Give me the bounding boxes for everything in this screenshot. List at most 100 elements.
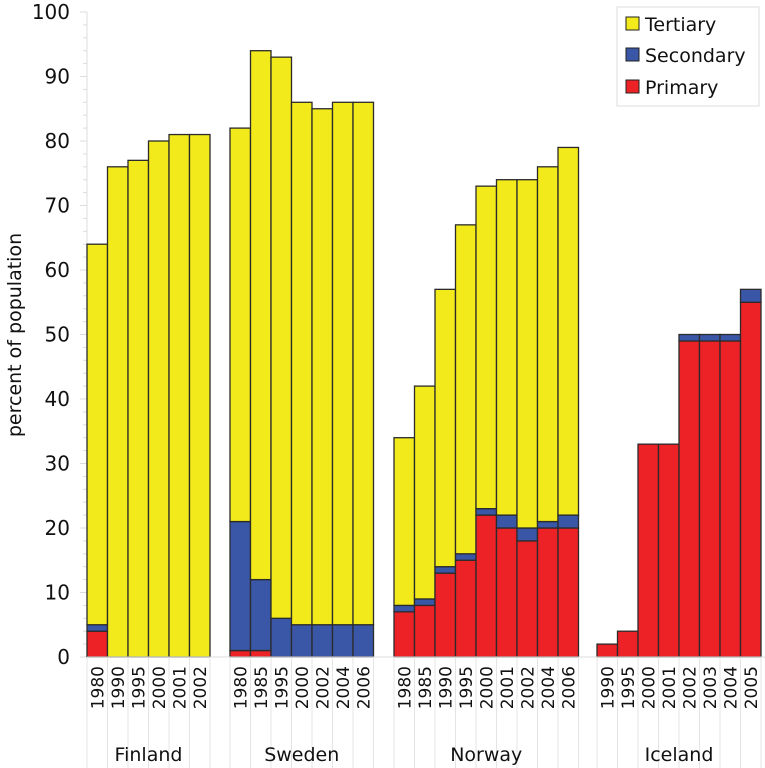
group-label-iceland: Iceland [645, 744, 714, 766]
bar-segment-norway-2000-secondary [475, 507, 498, 516]
bar-segment-iceland-2004-primary [719, 340, 742, 658]
y-axis-title: percent of population [4, 233, 26, 437]
x-year-label: 1990 [109, 666, 129, 709]
bar-segment-finland-2000-tertiary [147, 140, 170, 658]
x-year-label: 1995 [272, 666, 292, 709]
bar-segment-sweden-2000-secondary [290, 624, 313, 658]
bar-segment-norway-2006-primary [557, 527, 580, 658]
bar-segment-sweden-2000-tertiary [290, 101, 313, 626]
y-tick-label: 10 [45, 581, 70, 605]
bar-segment-norway-2002-tertiary [516, 179, 539, 529]
y-tick-label: 20 [45, 516, 70, 540]
bar-segment-norway-2004-primary [536, 527, 559, 658]
bar-segment-sweden-2002-secondary [311, 624, 334, 658]
bar-segment-norway-2001-tertiary [495, 179, 518, 516]
x-year-label: 2000 [293, 666, 313, 709]
bar-segment-finland-1990-tertiary [106, 166, 129, 658]
bar-segment-norway-1995-tertiary [454, 224, 477, 555]
x-year-label: 2004 [334, 666, 354, 709]
bar-segment-norway-2006-secondary [557, 514, 580, 529]
y-tick-label: 70 [45, 194, 70, 218]
bar-segment-norway-1990-tertiary [434, 288, 457, 568]
bar-segment-sweden-1980-primary [229, 649, 252, 658]
x-year-label: 1990 [598, 666, 618, 709]
bar-segment-norway-1990-secondary [434, 566, 457, 574]
bar-segment-sweden-1980-secondary [229, 520, 252, 652]
bar-segment-norway-2004-secondary [536, 520, 559, 529]
bar-segment-finland-1980-tertiary [86, 243, 109, 626]
x-year-label: 2002 [191, 666, 211, 709]
legend-box [616, 6, 760, 107]
bar-segment-finland-2002-tertiary [188, 133, 211, 658]
legend-swatch-secondary [625, 47, 640, 62]
x-year-label: 2000 [639, 666, 659, 709]
bar-segment-norway-1985-secondary [413, 598, 436, 607]
x-year-label: 2006 [559, 666, 579, 709]
group-label-sweden: Sweden [264, 744, 339, 766]
y-tick-label: 60 [45, 258, 70, 282]
x-year-label: 1985 [416, 666, 436, 709]
bar-segment-iceland-1990-primary [596, 643, 619, 658]
legend-swatch-tertiary [625, 16, 640, 31]
bar-segment-norway-1980-primary [393, 611, 416, 658]
x-year-label: 2000 [477, 666, 497, 709]
y-axis: 0 10 20 30 40 50 60 70 80 90 100 [32, 0, 88, 669]
bar-segment-norway-2001-primary [495, 527, 518, 658]
bar-segment-norway-1980-secondary [393, 604, 416, 613]
x-year-label: 2001 [170, 666, 190, 709]
bar-segment-sweden-2006-secondary [352, 624, 375, 658]
bar-segment-sweden-1985-secondary [249, 578, 272, 652]
bar-segment-norway-1995-primary [454, 559, 477, 658]
bar-segment-iceland-2001-primary [657, 443, 680, 658]
legend-label-primary: Primary [645, 77, 718, 99]
bar-segment-iceland-1995-primary [616, 630, 639, 658]
bar-segment-finland-1980-primary [86, 630, 109, 658]
x-year-label: 2002 [518, 666, 538, 709]
bar-segment-iceland-2003-secondary [698, 333, 721, 342]
y-tick-label: 80 [45, 129, 70, 153]
bar-segment-iceland-2003-primary [698, 340, 721, 658]
bar-segment-norway-2000-tertiary [475, 185, 498, 510]
bar-segment-norway-1980-tertiary [393, 437, 416, 607]
legend-label-tertiary: Tertiary [644, 14, 716, 36]
bar-segment-iceland-2002-secondary [678, 333, 701, 342]
legend: Tertiary Secondary Primary [616, 6, 760, 107]
bars [86, 50, 762, 658]
y-tick-label: 30 [45, 452, 70, 476]
legend-label-secondary: Secondary [645, 45, 746, 67]
bar-segment-norway-1990-primary [434, 572, 457, 658]
bar-segment-norway-2004-tertiary [536, 166, 559, 523]
y-tick-label: 0 [57, 645, 70, 669]
bar-segment-finland-2001-tertiary [168, 133, 191, 658]
bar-segment-norway-2002-secondary [516, 527, 539, 542]
bar-segment-sweden-1995-secondary [270, 617, 293, 658]
group-label-norway: Norway [450, 744, 522, 766]
x-year-label: 2001 [498, 666, 518, 709]
bar-segment-sweden-1980-tertiary [229, 127, 252, 523]
bar-segment-iceland-2000-primary [637, 443, 660, 658]
x-year-label: 2001 [660, 666, 680, 709]
y-tick-label: 50 [45, 323, 70, 347]
bar-segment-finland-1995-tertiary [127, 159, 150, 658]
bar-segment-sweden-2002-tertiary [311, 108, 334, 626]
x-year-label: 2002 [680, 666, 700, 709]
bar-segment-sweden-2006-tertiary [352, 101, 375, 626]
x-year-label: 2004 [539, 666, 559, 709]
bar-segment-norway-2001-secondary [495, 514, 518, 529]
x-year-label: 2000 [150, 666, 170, 709]
bar-segment-sweden-1995-tertiary [270, 56, 293, 619]
y-tick-label: 40 [45, 387, 70, 411]
bar-segment-norway-1985-tertiary [413, 385, 436, 600]
bar-segment-iceland-2005-primary [739, 301, 762, 658]
x-year-label: 2005 [742, 666, 762, 709]
bar-segment-norway-1985-primary [413, 604, 436, 658]
bar-segment-norway-2006-tertiary [557, 146, 580, 516]
x-year-label: 1980 [231, 666, 251, 709]
x-year-label: 1995 [129, 666, 149, 709]
x-year-label: 1995 [619, 666, 639, 709]
bar-segment-sweden-2004-tertiary [331, 101, 354, 626]
x-year-label: 1980 [88, 666, 108, 709]
x-year-label: 1985 [252, 666, 272, 709]
